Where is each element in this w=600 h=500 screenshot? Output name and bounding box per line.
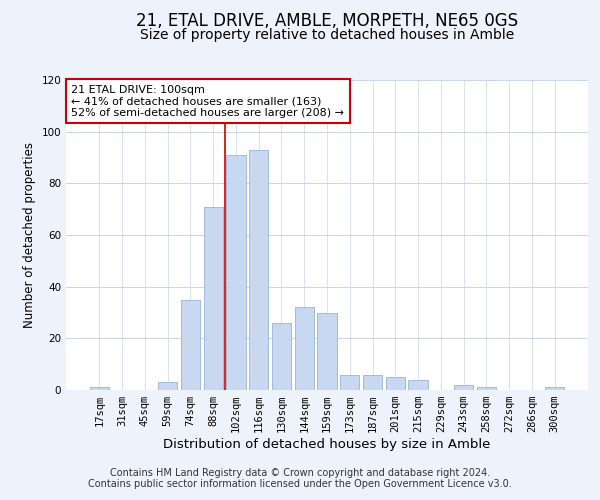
Bar: [90, 388, 109, 390]
Text: Size of property relative to detached houses in Amble: Size of property relative to detached ho…: [140, 28, 514, 42]
Bar: [226, 155, 245, 390]
Bar: [272, 323, 291, 390]
Text: 21, ETAL DRIVE, AMBLE, MORPETH, NE65 0GS: 21, ETAL DRIVE, AMBLE, MORPETH, NE65 0GS: [136, 12, 518, 30]
Bar: [249, 150, 268, 390]
Bar: [409, 380, 428, 390]
Bar: [476, 388, 496, 390]
Bar: [340, 374, 359, 390]
Text: Contains HM Land Registry data © Crown copyright and database right 2024.: Contains HM Land Registry data © Crown c…: [110, 468, 490, 477]
Bar: [454, 385, 473, 390]
Bar: [386, 377, 405, 390]
Bar: [203, 206, 223, 390]
Bar: [295, 308, 314, 390]
Bar: [158, 382, 178, 390]
Text: 21 ETAL DRIVE: 100sqm
← 41% of detached houses are smaller (163)
52% of semi-det: 21 ETAL DRIVE: 100sqm ← 41% of detached …: [71, 84, 344, 118]
Y-axis label: Number of detached properties: Number of detached properties: [23, 142, 36, 328]
X-axis label: Distribution of detached houses by size in Amble: Distribution of detached houses by size …: [163, 438, 491, 451]
Bar: [545, 388, 564, 390]
Bar: [317, 312, 337, 390]
Text: Contains public sector information licensed under the Open Government Licence v3: Contains public sector information licen…: [88, 479, 512, 489]
Bar: [363, 374, 382, 390]
Bar: [181, 300, 200, 390]
